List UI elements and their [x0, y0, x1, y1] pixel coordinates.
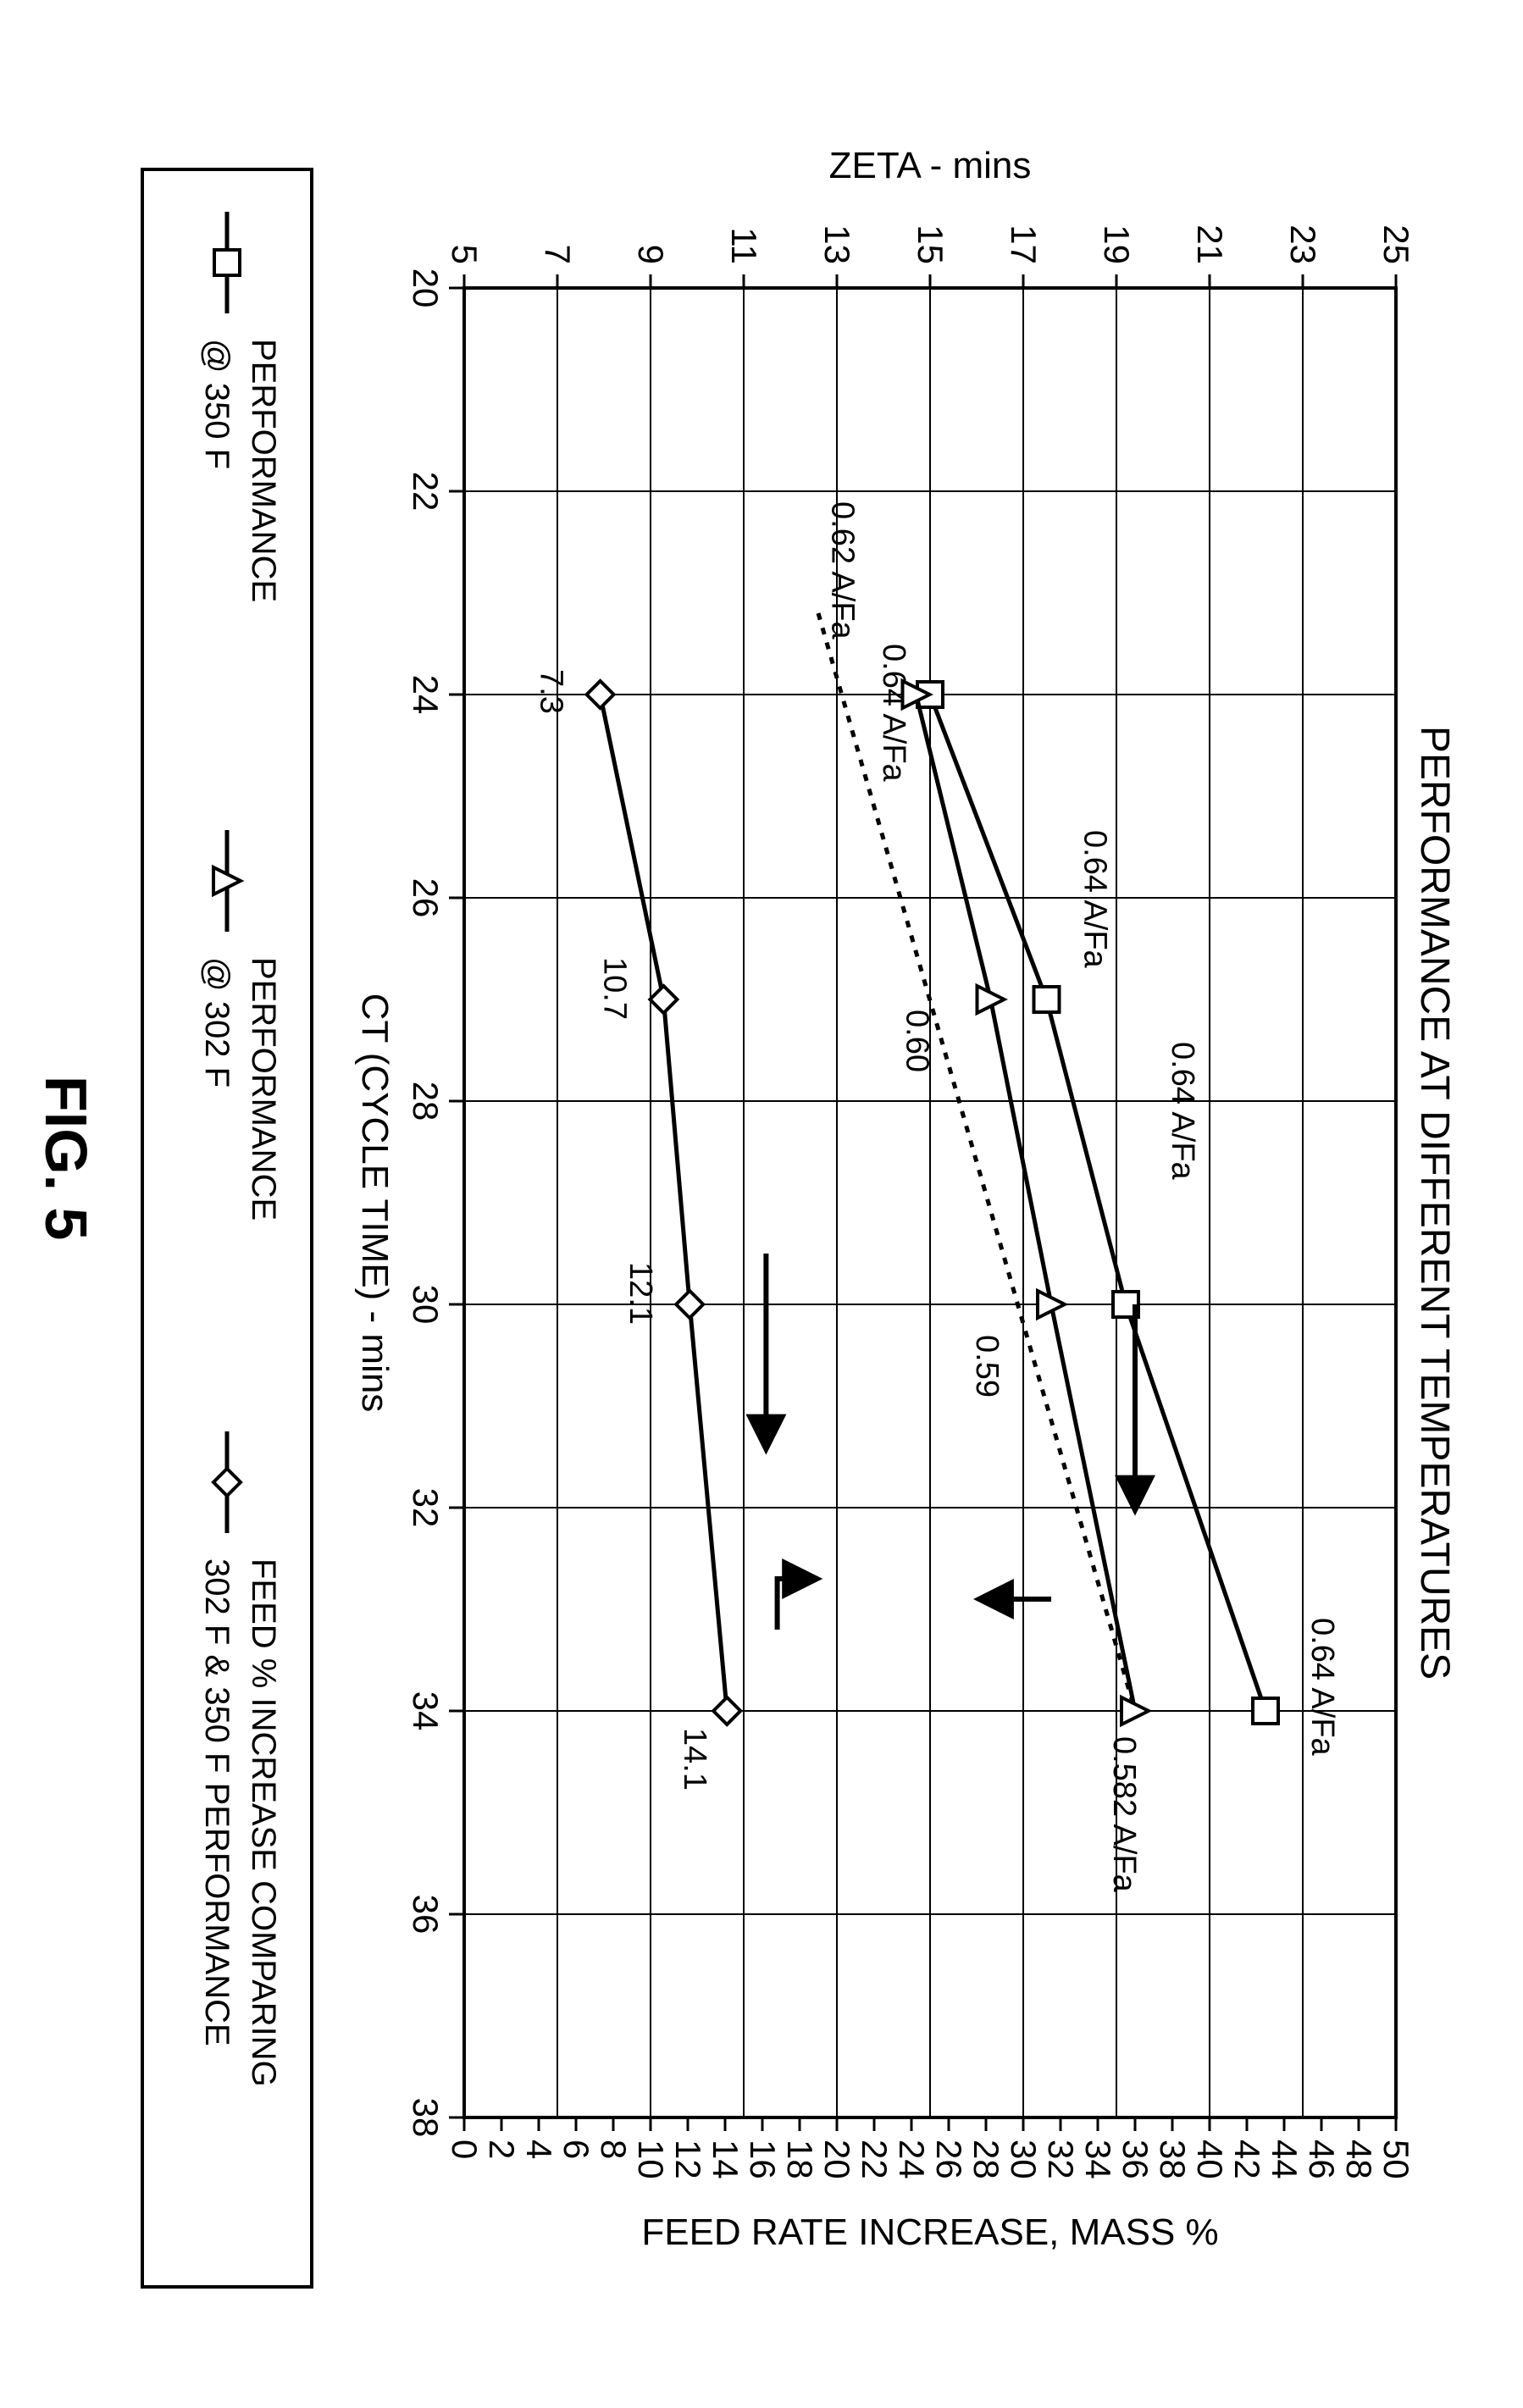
svg-text:34: 34 [406, 1691, 446, 1731]
svg-text:6: 6 [557, 2140, 596, 2159]
svg-text:FEED % INCREASE COMPARING: FEED % INCREASE COMPARING [245, 1558, 282, 2087]
svg-text:30: 30 [1004, 2140, 1044, 2179]
svg-text:44: 44 [1265, 2140, 1304, 2179]
svg-text:PERFORMANCE: PERFORMANCE [245, 339, 282, 602]
svg-text:38: 38 [1153, 2140, 1193, 2179]
svg-text:0.64 A/Fa: 0.64 A/Fa [1077, 830, 1113, 969]
svg-text:18: 18 [780, 2140, 820, 2179]
svg-text:9: 9 [631, 245, 671, 264]
svg-text:0.60: 0.60 [900, 1010, 935, 1072]
svg-text:40: 40 [1190, 2140, 1230, 2179]
svg-text:19: 19 [1097, 224, 1137, 264]
svg-text:46: 46 [1302, 2140, 1342, 2179]
svg-text:14.1: 14.1 [677, 1728, 712, 1791]
svg-text:FEED RATE INCREASE, MASS %: FEED RATE INCREASE, MASS % [641, 2211, 1218, 2253]
svg-text:0.64 A/Fa: 0.64 A/Fa [876, 644, 911, 783]
svg-text:0.62 A/Fa: 0.62 A/Fa [825, 501, 861, 640]
svg-text:16: 16 [743, 2140, 783, 2179]
svg-text:5: 5 [445, 245, 485, 264]
svg-text:13: 13 [817, 224, 857, 264]
svg-text:0.582 A/Fa: 0.582 A/Fa [1106, 1736, 1142, 1893]
svg-text:15: 15 [911, 224, 950, 264]
svg-text:10.7: 10.7 [596, 957, 632, 1020]
svg-text:24: 24 [406, 675, 446, 715]
svg-text:@ 302 F: @ 302 F [198, 957, 235, 1088]
svg-text:17: 17 [1004, 224, 1044, 264]
figure-label: FIG. 5 [32, 1076, 100, 1240]
svg-text:26: 26 [929, 2140, 969, 2179]
svg-text:PERFORMANCE AT DIFFERENT TEMPE: PERFORMANCE AT DIFFERENT TEMPERATURES [1412, 726, 1457, 1680]
svg-text:21: 21 [1190, 224, 1230, 264]
svg-text:38: 38 [406, 2098, 446, 2138]
svg-text:20: 20 [406, 268, 446, 308]
svg-text:12.1: 12.1 [623, 1262, 658, 1325]
svg-text:0.64 A/Fa: 0.64 A/Fa [1165, 1042, 1200, 1181]
chart-container: 2022242628303234363857911131517192123250… [0, 0, 1523, 2408]
svg-text:20: 20 [817, 2140, 857, 2179]
svg-text:8: 8 [594, 2140, 634, 2159]
svg-text:28: 28 [406, 1082, 446, 1121]
svg-text:PERFORMANCE: PERFORMANCE [245, 957, 282, 1221]
svg-text:28: 28 [966, 2140, 1006, 2179]
svg-text:0: 0 [445, 2140, 485, 2159]
svg-text:25: 25 [1376, 224, 1416, 264]
svg-text:0.59: 0.59 [969, 1335, 1005, 1398]
svg-text:30: 30 [406, 1285, 446, 1325]
svg-text:11: 11 [724, 227, 764, 264]
svg-text:@ 350 F: @ 350 F [198, 339, 235, 469]
svg-text:36: 36 [406, 1895, 446, 1935]
svg-text:26: 26 [406, 878, 446, 918]
svg-text:12: 12 [668, 2140, 708, 2179]
svg-text:48: 48 [1339, 2140, 1379, 2179]
svg-text:32: 32 [1041, 2140, 1081, 2179]
svg-text:7: 7 [538, 245, 578, 264]
svg-text:34: 34 [1078, 2140, 1118, 2179]
svg-text:CT (CYCLE TIME) - mins: CT (CYCLE TIME) - mins [354, 994, 396, 1413]
svg-text:36: 36 [1116, 2140, 1155, 2179]
svg-text:22: 22 [855, 2140, 894, 2179]
svg-text:2: 2 [482, 2140, 522, 2159]
svg-text:302 F & 350 F PERFORMANCE: 302 F & 350 F PERFORMANCE [198, 1558, 235, 2046]
svg-text:22: 22 [406, 472, 446, 512]
svg-text:14: 14 [706, 2140, 745, 2179]
svg-text:7.3: 7.3 [534, 669, 569, 714]
svg-text:4: 4 [519, 2140, 559, 2159]
svg-text:32: 32 [406, 1488, 446, 1528]
svg-text:0.64 A/Fa: 0.64 A/Fa [1304, 1618, 1340, 1757]
svg-text:23: 23 [1283, 224, 1323, 264]
svg-text:42: 42 [1227, 2140, 1267, 2179]
svg-text:24: 24 [892, 2140, 932, 2179]
svg-text:ZETA - mins: ZETA - mins [829, 145, 1032, 186]
chart-svg: 2022242628303234363857911131517192123250… [0, 0, 1523, 2408]
svg-text:10: 10 [631, 2140, 671, 2179]
svg-text:50: 50 [1376, 2140, 1416, 2179]
